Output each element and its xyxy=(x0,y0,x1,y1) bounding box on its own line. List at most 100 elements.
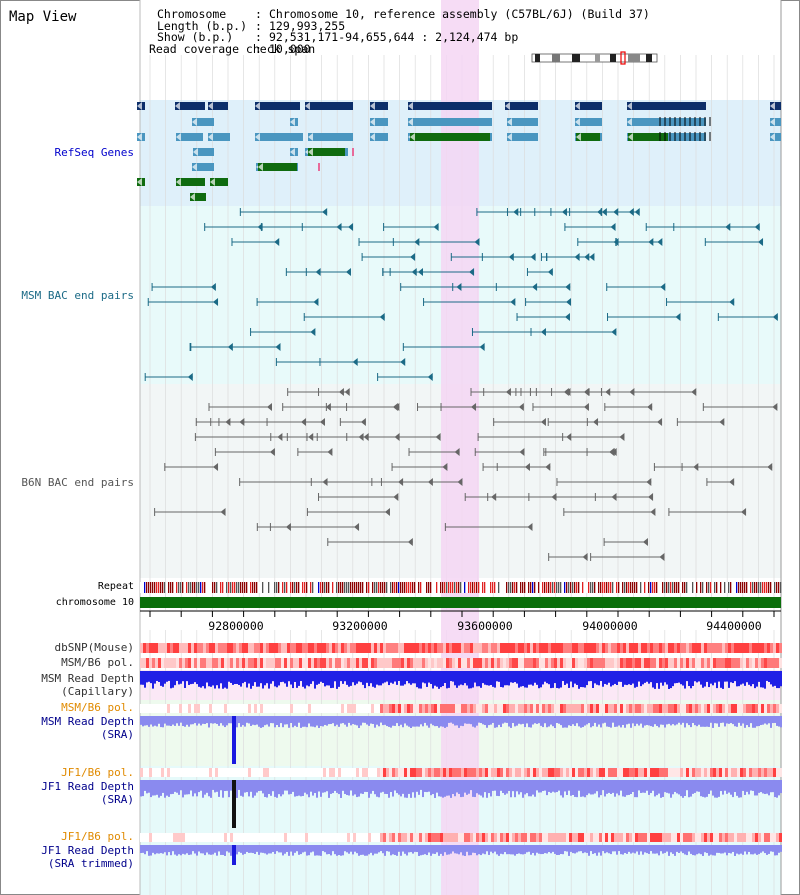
msm-cap-depth-bar xyxy=(736,671,738,687)
jf1-b6-pol-cell xyxy=(656,768,659,777)
track-label-repeat: Repeat xyxy=(97,581,134,592)
msm-b6-pol-cell xyxy=(422,658,425,668)
msm-cap-depth-bar xyxy=(584,671,586,688)
msm-cap-depth-bar xyxy=(276,671,278,688)
repeat-feature xyxy=(404,582,406,593)
track-label-refseq[interactable]: RefSeq Genes xyxy=(54,146,134,159)
jf1-trim-depth-bar xyxy=(644,845,646,853)
jf1-b6-pol-cell xyxy=(674,768,677,777)
jf1-b6-pol-cell xyxy=(542,833,545,842)
jf1-trim-depth-bar xyxy=(674,845,676,856)
msm-b6-pol-cell xyxy=(230,658,233,668)
jf1-b6-pol-cell xyxy=(656,833,659,842)
jf1-b6-pol-cell xyxy=(260,768,263,777)
jf1-b6-pol-cell xyxy=(617,833,620,842)
msm-cap-depth-bar xyxy=(316,671,318,685)
b6n-bac-end xyxy=(659,553,665,561)
gene-marker xyxy=(318,163,320,171)
jf1-trim-depth-bar xyxy=(498,845,500,856)
msm-b6-pol-cell xyxy=(179,704,182,713)
msm-sra-depth-bar xyxy=(226,716,228,726)
msm-cap-depth-bar xyxy=(554,671,556,684)
jf1-sra-depth-bar xyxy=(630,780,632,795)
msm-cap-depth-bar xyxy=(552,671,554,688)
jf1-trim-depth-bar xyxy=(362,845,364,855)
msm-b6-pol-cell xyxy=(347,704,350,713)
msm-cap-depth-bar xyxy=(566,671,568,684)
repeat-feature xyxy=(530,582,532,593)
repeat-feature xyxy=(454,582,456,593)
msm-b6-pol-cell xyxy=(236,704,239,713)
dbsnp-cell xyxy=(251,643,254,653)
msm-b6-pol-cell xyxy=(497,704,500,713)
jf1-b6-pol-cell xyxy=(302,768,305,777)
msm-cap-depth-bar xyxy=(630,671,632,685)
msm-sra-depth-bar xyxy=(218,716,220,726)
dbsnp-cell xyxy=(506,643,509,653)
repeat-feature xyxy=(234,582,236,593)
jf1-b6-pol-cell xyxy=(452,768,455,777)
dbsnp-cell xyxy=(707,643,710,653)
jf1-trim-depth-bar xyxy=(230,845,232,856)
dbsnp-cell xyxy=(686,643,689,653)
msm-b6-pol-cell xyxy=(431,704,434,713)
msm-sra-depth-bar xyxy=(166,716,168,726)
gene-strand-arrow xyxy=(628,133,633,141)
jf1-b6-pol-cell xyxy=(614,768,617,777)
msm-cap-depth-bar xyxy=(778,671,780,689)
msm-sra-depth-bar xyxy=(302,716,304,727)
msm-sra-depth-bar xyxy=(598,716,600,725)
jf1-sra-depth-bar xyxy=(154,780,156,796)
jf1-b6-pol-cell xyxy=(578,768,581,777)
jf1-sra-depth-bar xyxy=(758,780,760,793)
jf1-trim-depth-bar xyxy=(618,845,620,852)
jf1-b6-pol-cell xyxy=(527,768,530,777)
jf1-b6-pol-cell xyxy=(716,768,719,777)
msm-cap-depth-bar xyxy=(714,671,716,683)
jf1-trim-depth-bar xyxy=(718,845,720,853)
dbsnp-cell xyxy=(650,643,653,653)
jf1-b6-pol-cell xyxy=(701,768,704,777)
track-label-b6n-bac[interactable]: B6N BAC end pairs xyxy=(21,476,134,489)
repeat-feature xyxy=(456,582,458,593)
jf1-b6-pol-cell xyxy=(773,833,776,842)
jf1-b6-pol-cell xyxy=(482,768,485,777)
jf1-trim-depth-bar xyxy=(480,845,482,856)
track-label-msm-bac[interactable]: MSM BAC end pairs xyxy=(21,289,134,302)
jf1-sra-depth-bar xyxy=(144,780,146,791)
msm-cap-depth-bar xyxy=(268,671,270,689)
msm-bac-end xyxy=(313,298,319,306)
msm-cap-depth-bar xyxy=(424,671,426,684)
jf1-trim-depth-bar xyxy=(576,845,578,853)
jf1-sra-depth-bar xyxy=(642,780,644,793)
repeat-feature xyxy=(652,582,654,593)
msm-cap-depth-bar xyxy=(438,671,440,689)
b6n-bac-end xyxy=(642,538,648,546)
msm-b6-pol-cell xyxy=(743,704,746,713)
msm-sra-depth-bar xyxy=(230,716,232,724)
repeat-feature xyxy=(418,582,420,593)
jf1-b6-pol-cell xyxy=(245,833,248,842)
msm-sra-depth-bar xyxy=(480,716,482,724)
msm-sra-depth-bar xyxy=(698,716,700,725)
jf1-trim-depth-bar xyxy=(610,845,612,855)
repeat-feature xyxy=(216,582,218,593)
msm-b6-pol-cell xyxy=(398,658,401,668)
gene-strand-arrow xyxy=(308,133,313,141)
msm-b6-pol-cell xyxy=(704,704,707,713)
repeat-feature xyxy=(180,582,182,593)
repeat-feature xyxy=(478,582,480,593)
msm-b6-pol-cell xyxy=(389,658,392,668)
msm-sra-depth-bar xyxy=(378,716,380,727)
jf1-b6-pol-cell xyxy=(191,768,194,777)
gene-exon xyxy=(575,102,602,110)
b6n-bac-end xyxy=(729,478,735,486)
dbsnp-cell xyxy=(452,643,455,653)
repeat-feature xyxy=(516,582,518,593)
msm-sra-depth-bar xyxy=(266,716,268,725)
jf1-sra-depth-bar xyxy=(392,780,394,797)
msm-cap-depth-bar xyxy=(680,671,682,685)
msm-b6-pol-cell xyxy=(371,704,374,713)
